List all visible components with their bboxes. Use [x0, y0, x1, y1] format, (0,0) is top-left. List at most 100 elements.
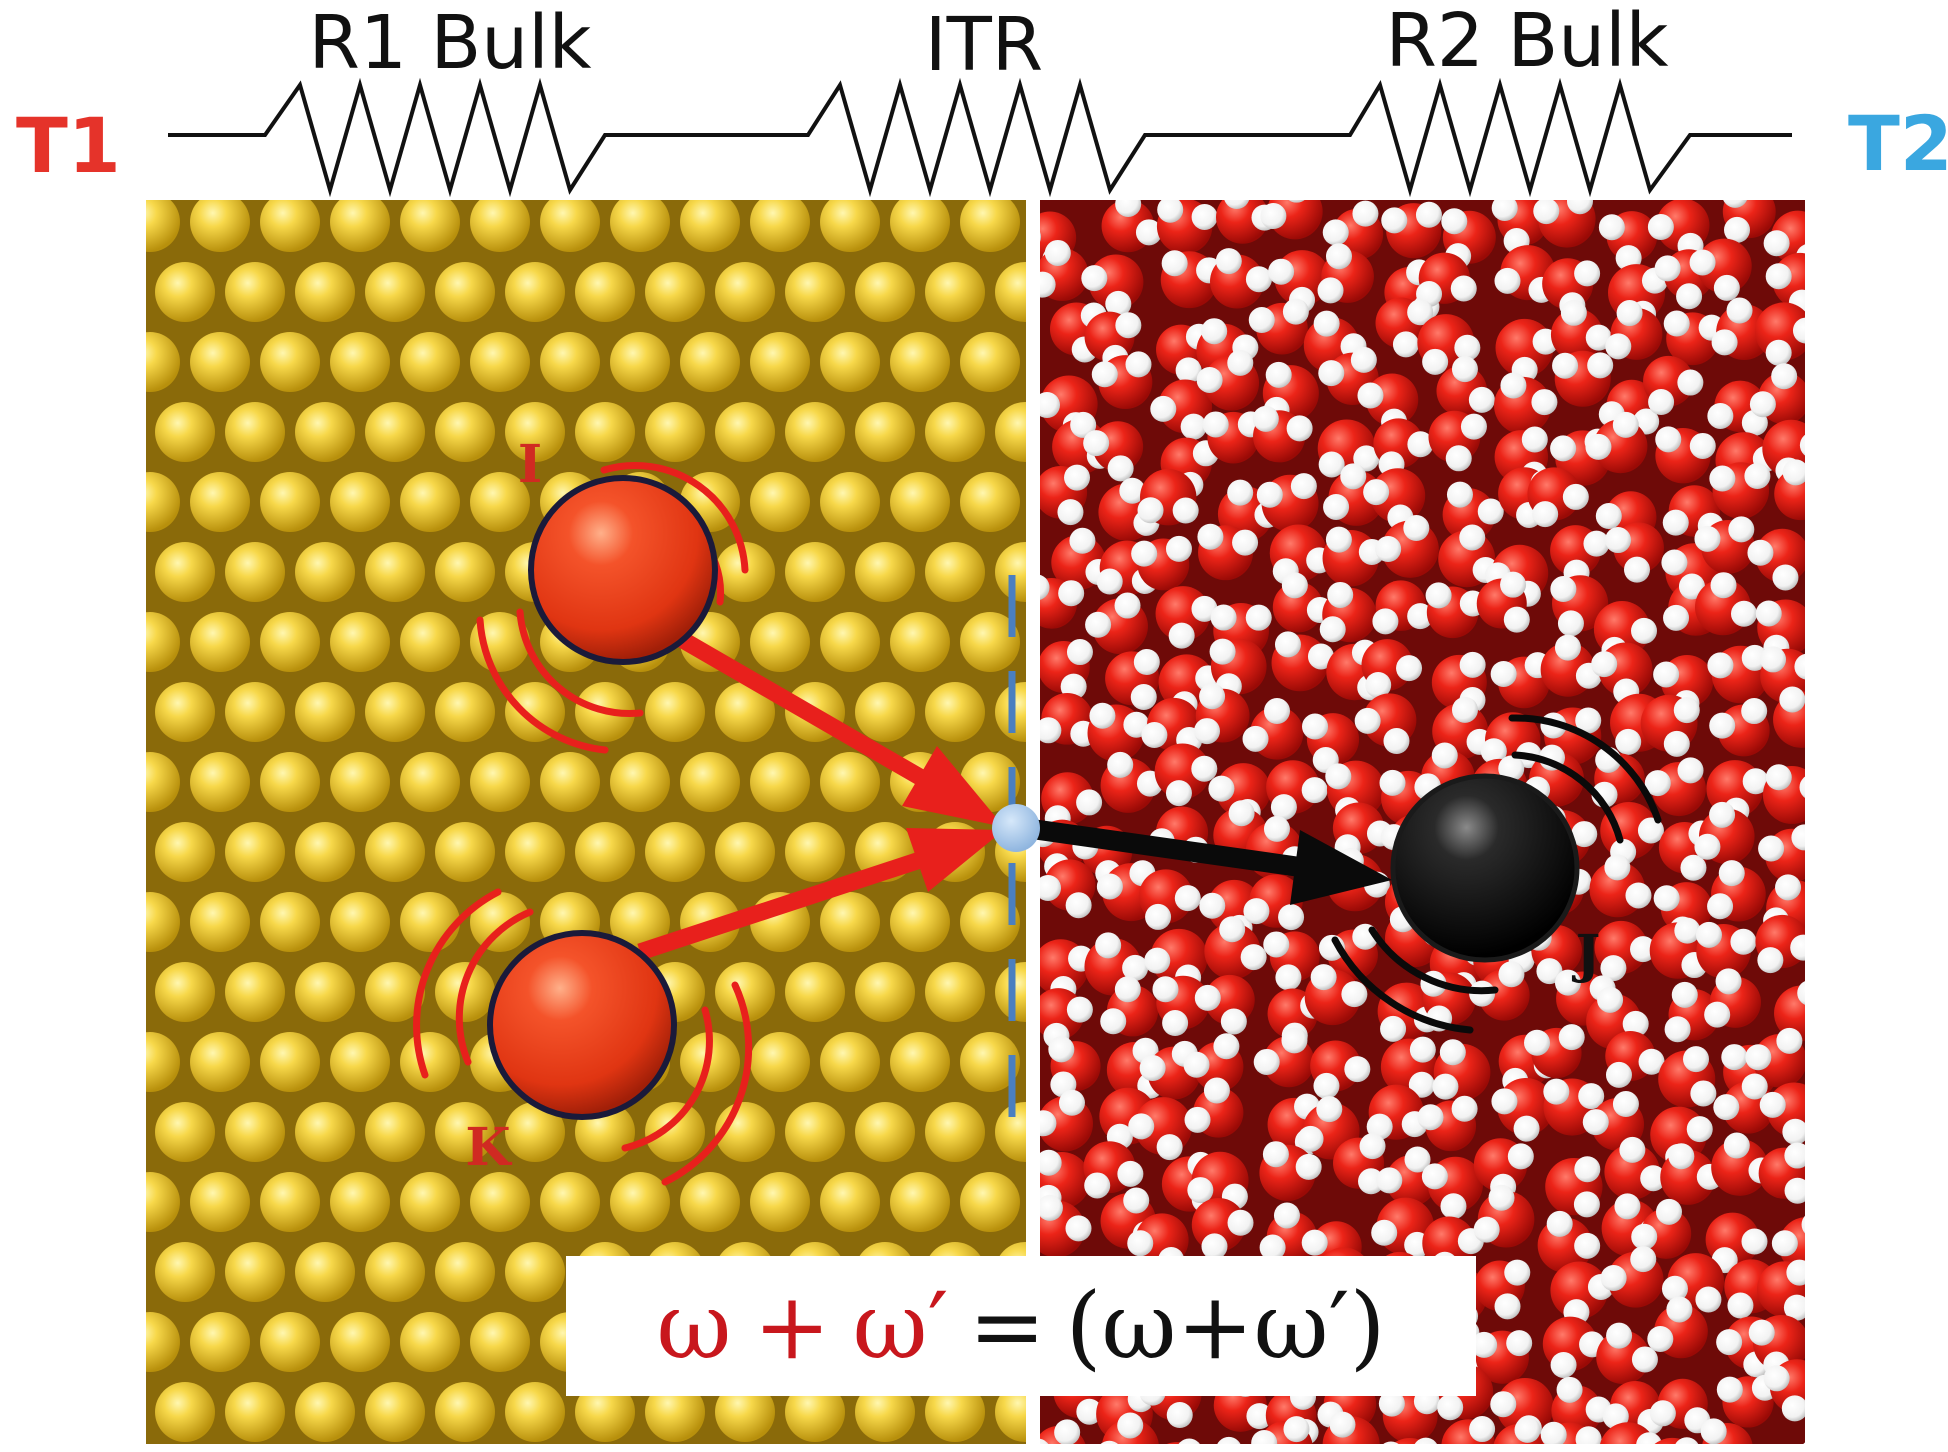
resistor-wire [168, 77, 1792, 198]
gold-atom [820, 1032, 880, 1092]
water-molecule [1598, 211, 1658, 272]
water-molecule [1524, 1024, 1585, 1079]
water-molecule [1605, 300, 1663, 360]
water-molecule [1694, 801, 1755, 865]
water-molecule [1428, 410, 1487, 472]
equation-omega-prime: ω′ [852, 1272, 949, 1380]
atom-k-vibration-arcs [413, 888, 753, 1186]
water-molecule [1373, 418, 1434, 478]
water-molecule [1709, 698, 1770, 757]
energy-transfer-arrows [637, 628, 1392, 961]
gold-atom [855, 262, 915, 322]
gold-atom [785, 402, 845, 462]
gold-atom [610, 332, 670, 392]
gold-atom [225, 682, 285, 742]
water-molecule [1527, 467, 1589, 528]
gold-atom [960, 332, 1020, 392]
water-molecule [1317, 243, 1374, 304]
water-molecule [1591, 642, 1653, 705]
gold-atom [330, 332, 390, 392]
gold-atom [680, 332, 740, 392]
gold-atom [225, 262, 285, 322]
gold-atom [890, 892, 950, 952]
water-molecule [1476, 571, 1530, 633]
gold-atom [155, 1382, 215, 1442]
gold-atom [190, 612, 250, 672]
gold-atom [750, 472, 810, 532]
gold-atom [146, 1032, 180, 1092]
water-molecule [1248, 298, 1309, 355]
water-molecule [1154, 743, 1218, 807]
gold-atom [610, 892, 670, 952]
water-molecule [1756, 1259, 1805, 1321]
atom-k-label: K [465, 1117, 512, 1178]
gold-atom [505, 262, 565, 322]
gold-atom [146, 752, 180, 812]
gold-atom [645, 402, 705, 462]
atom-i [528, 475, 718, 665]
gold-atom [960, 1172, 1020, 1232]
gold-atom [190, 472, 250, 532]
water-molecule [1263, 931, 1320, 991]
gold-atom [505, 1102, 565, 1162]
water-molecule [1197, 523, 1259, 581]
water-molecule [1183, 1033, 1244, 1092]
gold-atom [400, 200, 460, 252]
gold-atom [225, 1242, 285, 1302]
gold-atom [855, 402, 915, 462]
gold-atom [715, 682, 775, 742]
gold-atom [155, 1102, 215, 1162]
water-molecule [1243, 874, 1305, 931]
gold-atom [925, 962, 985, 1022]
gold-atom [190, 332, 250, 392]
water-molecule [1537, 1210, 1601, 1273]
gold-atom [750, 752, 810, 812]
water-molecule [1361, 639, 1423, 698]
water-molecule [1773, 686, 1805, 748]
gold-atom [400, 472, 460, 532]
gold-atom [785, 262, 845, 322]
water-molecule [1376, 1146, 1437, 1207]
water-molecule [1040, 574, 1085, 629]
arrow-k-head [906, 828, 1004, 892]
gold-atom [715, 962, 775, 1022]
water-molecule [1040, 988, 1093, 1049]
gold-atom [295, 402, 355, 462]
water-molecule [1605, 522, 1664, 583]
water-molecule [1695, 921, 1757, 979]
water-molecule [1747, 528, 1805, 591]
arrow-k-to-interface [637, 851, 923, 961]
water-molecule [1550, 575, 1609, 637]
water-molecule [1763, 210, 1805, 270]
water-molecule [1378, 1388, 1440, 1444]
gold-atom [680, 752, 740, 812]
water-molecule [1251, 1416, 1313, 1444]
gold-atom [505, 822, 565, 882]
gold-atom [470, 472, 530, 532]
water-molecule [1594, 920, 1657, 982]
water-molecule [1128, 1097, 1193, 1161]
gold-atom [295, 262, 355, 322]
gold-atom [260, 1032, 320, 1092]
gold-atom [400, 752, 460, 812]
r2-bulk-label: R2 Bulk [1385, 0, 1668, 84]
water-molecule [1101, 200, 1162, 253]
water-molecule [1631, 1198, 1692, 1259]
water-molecule [1040, 464, 1091, 526]
water-molecule [1755, 302, 1805, 366]
water-molecule [1127, 1213, 1189, 1273]
gold-atom [260, 332, 320, 392]
gold-atom [330, 752, 390, 812]
gold-atom [365, 542, 425, 602]
gold-atom [146, 1312, 180, 1372]
atom-i-label: I [518, 434, 542, 495]
gold-atom [715, 402, 775, 462]
water-molecule [1803, 1442, 1805, 1444]
water-molecule [1707, 860, 1766, 922]
arrow-i-to-interface [671, 628, 930, 788]
water-molecule [1654, 1437, 1699, 1444]
water-molecule [1204, 916, 1267, 980]
gold-atom [855, 962, 915, 1022]
water-molecule [1194, 974, 1255, 1035]
gold-atom [995, 402, 1026, 462]
